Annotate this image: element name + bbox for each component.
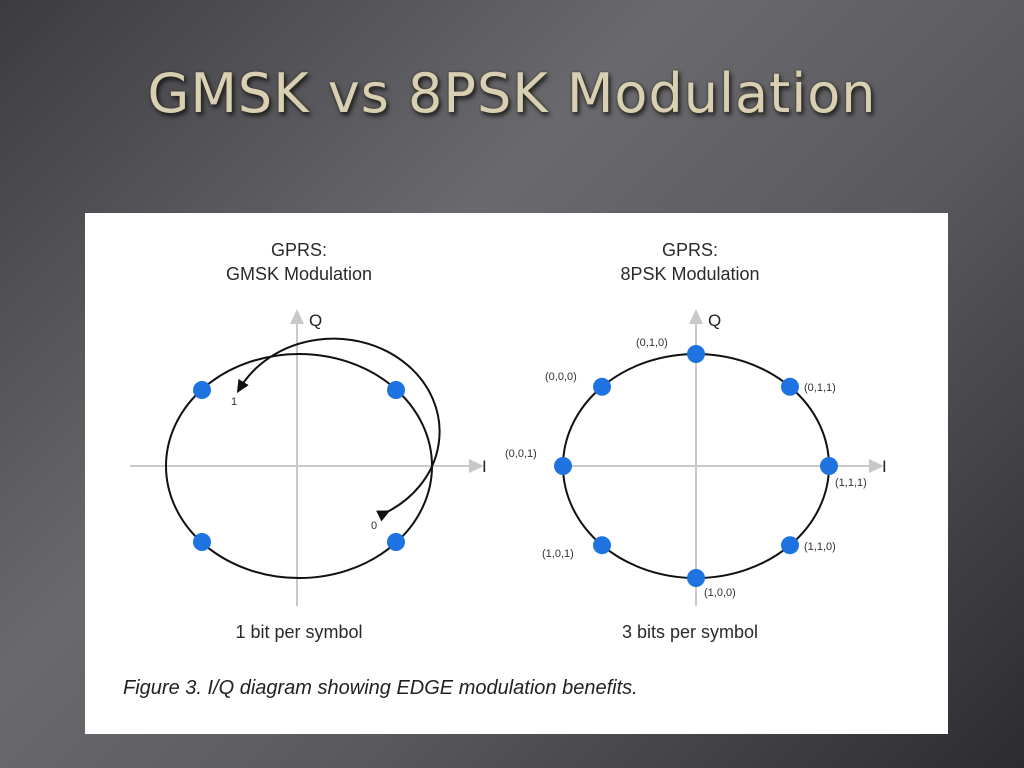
8psk-heading-line2: 8PSK Modulation bbox=[620, 264, 760, 284]
gmsk-footer: 1 bit per symbol bbox=[235, 622, 363, 642]
gmsk-q-label: Q bbox=[309, 311, 322, 330]
8psk-point bbox=[687, 345, 705, 363]
8psk-point-label: (0,1,0) bbox=[636, 337, 668, 349]
gmsk-point bbox=[193, 381, 211, 399]
gmsk-arrow-label-1: 1 bbox=[231, 396, 237, 408]
8psk-point bbox=[820, 457, 838, 475]
slide-title: GMSK vs 8PSK Modulation bbox=[147, 62, 877, 125]
gmsk-i-label: I bbox=[482, 457, 487, 476]
8psk-point bbox=[554, 457, 572, 475]
figure-caption: Figure 3. I/Q diagram showing EDGE modul… bbox=[123, 677, 638, 699]
figure-panel: I Q 1 0 I Q (0,1,0) (0,1,1) (1,1,1) (1,1,0)… bbox=[85, 213, 948, 734]
8psk-i-label: I bbox=[882, 457, 887, 476]
gmsk-point bbox=[387, 381, 405, 399]
8psk-point-label: (1,0,0) bbox=[704, 587, 736, 599]
8psk-point-label: (0,0,0) bbox=[545, 371, 577, 383]
8psk-q-label: Q bbox=[708, 311, 721, 330]
gmsk-diagram: I Q 1 0 bbox=[130, 309, 487, 606]
8psk-point-label: (1,0,1) bbox=[542, 548, 574, 560]
gmsk-point bbox=[193, 533, 211, 551]
gmsk-point bbox=[387, 533, 405, 551]
gmsk-heading-line2: GMSK Modulation bbox=[225, 264, 373, 284]
8psk-heading-line1: GPRS: bbox=[661, 240, 718, 260]
gmsk-rotation-arc bbox=[236, 337, 441, 522]
iq-diagram: I Q 1 0 I Q (0,1,0) (0,1,1) (1,1,1) (1,1,0)… bbox=[130, 309, 887, 606]
gmsk-arrow-label-0: 0 bbox=[371, 520, 377, 532]
8psk-point bbox=[593, 536, 611, 555]
8psk-diagram: I Q (0,1,0) (0,1,1) (1,1,1) (1,1,0) (1,0,0) (… bbox=[505, 309, 887, 606]
8psk-point-label: (0,1,1) bbox=[804, 382, 836, 394]
8psk-footer: 3 bits per symbol bbox=[621, 622, 759, 642]
8psk-point-label: (0,0,1) bbox=[505, 448, 537, 460]
8psk-point bbox=[687, 569, 705, 587]
8psk-point bbox=[781, 536, 799, 555]
gmsk-heading-line1: GPRS: bbox=[270, 240, 327, 260]
8psk-point-label: (1,1,1) bbox=[835, 477, 867, 489]
8psk-point-label: (1,1,0) bbox=[804, 541, 836, 553]
8psk-point bbox=[781, 377, 799, 396]
8psk-point bbox=[593, 377, 611, 396]
